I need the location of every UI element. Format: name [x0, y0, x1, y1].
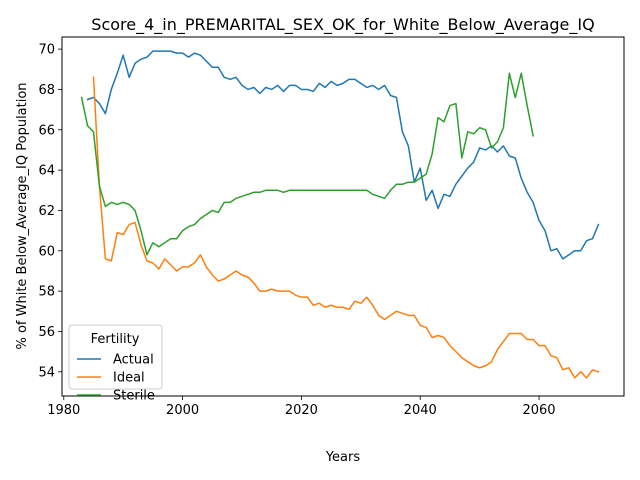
legend-items: Actual Ideal Sterile: [77, 353, 155, 404]
legend-label-actual: Actual: [113, 353, 154, 368]
y-tick-label: 64: [38, 164, 55, 179]
y-tick-label: 66: [38, 123, 55, 138]
series-layer: [80, 50, 600, 379]
plot-frame: [61, 36, 625, 397]
y-tick-label: 56: [38, 325, 55, 340]
x-axis: 1980 2000 2020 2040 2060: [47, 396, 556, 418]
x-tick-label: 2040: [404, 403, 437, 418]
x-tick-label: 2060: [522, 403, 555, 418]
y-tick-label: 58: [38, 285, 55, 300]
legend-label-sterile: Sterile: [113, 389, 155, 404]
legend: Fertility Actual Ideal Sterile: [68, 324, 163, 404]
x-axis-label: Years: [325, 450, 361, 465]
y-tick-label: 54: [38, 365, 55, 380]
chart-title: Score_4_in_PREMARITAL_SEX_OK_for_White_B…: [91, 15, 594, 35]
series-line-actual: [86, 50, 600, 260]
x-tick-label: 2020: [285, 403, 318, 418]
y-tick-label: 70: [38, 43, 55, 58]
legend-title: Fertility: [91, 332, 140, 347]
series-line-sterile: [80, 72, 534, 256]
x-tick-label: 2000: [166, 403, 199, 418]
legend-label-ideal: Ideal: [113, 371, 145, 386]
legend-box: [68, 324, 163, 390]
y-tick-label: 60: [38, 244, 55, 259]
y-axis: 54 56 58 60 62 64 66 68 70: [38, 43, 62, 380]
y-axis-label: % of White Below_Average_IQ Population: [15, 82, 30, 349]
x-tick-label: 1980: [47, 403, 80, 418]
y-tick-label: 62: [38, 204, 55, 219]
y-tick-label: 68: [38, 83, 55, 98]
series-line-ideal: [92, 76, 600, 379]
